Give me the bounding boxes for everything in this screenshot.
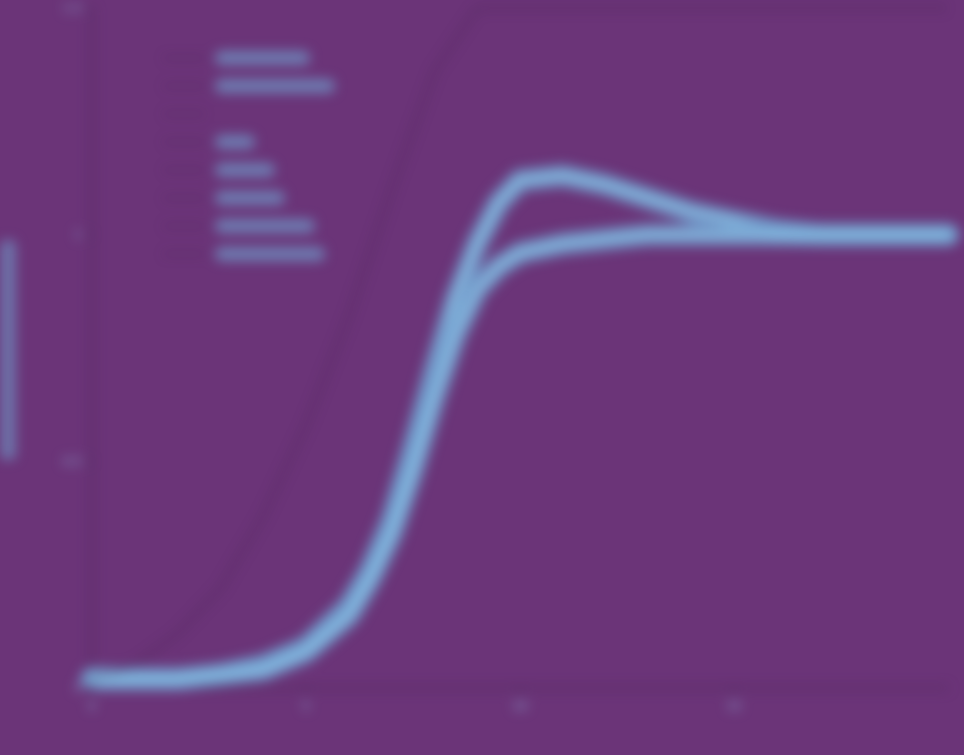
x-tick-label: 5: [302, 699, 310, 713]
y-axis-label-mark: [0, 240, 16, 460]
legend-entry-mark: [215, 79, 335, 93]
y-tick-label: 1.5: [63, 1, 82, 15]
legend-entry-mark: [215, 191, 285, 205]
axes: [0, 8, 948, 689]
legend: [165, 51, 335, 261]
y-tick-label: 0: [74, 681, 82, 695]
y-tick-label: 0.5: [63, 454, 82, 468]
x-tick-label: 10: [512, 699, 527, 713]
legend-entry-mark: [215, 135, 255, 149]
x-tick-label: 15: [726, 699, 741, 713]
legend-entry-mark: [215, 247, 325, 261]
legend-entry-mark: [215, 51, 310, 65]
x-tick-label: 0: [88, 699, 96, 713]
series-line-1: [89, 231, 951, 682]
series-line-reference: [91, 6, 948, 681]
legend-entry-mark: [215, 163, 275, 177]
tick-layer: 0 5 10 15 0 0.5 1 1.5: [63, 1, 742, 713]
legend-entry-mark: [215, 219, 315, 233]
series-layer: [81, 6, 959, 690]
y-tick-label: 1: [74, 228, 82, 242]
series-band-1: [81, 223, 959, 690]
